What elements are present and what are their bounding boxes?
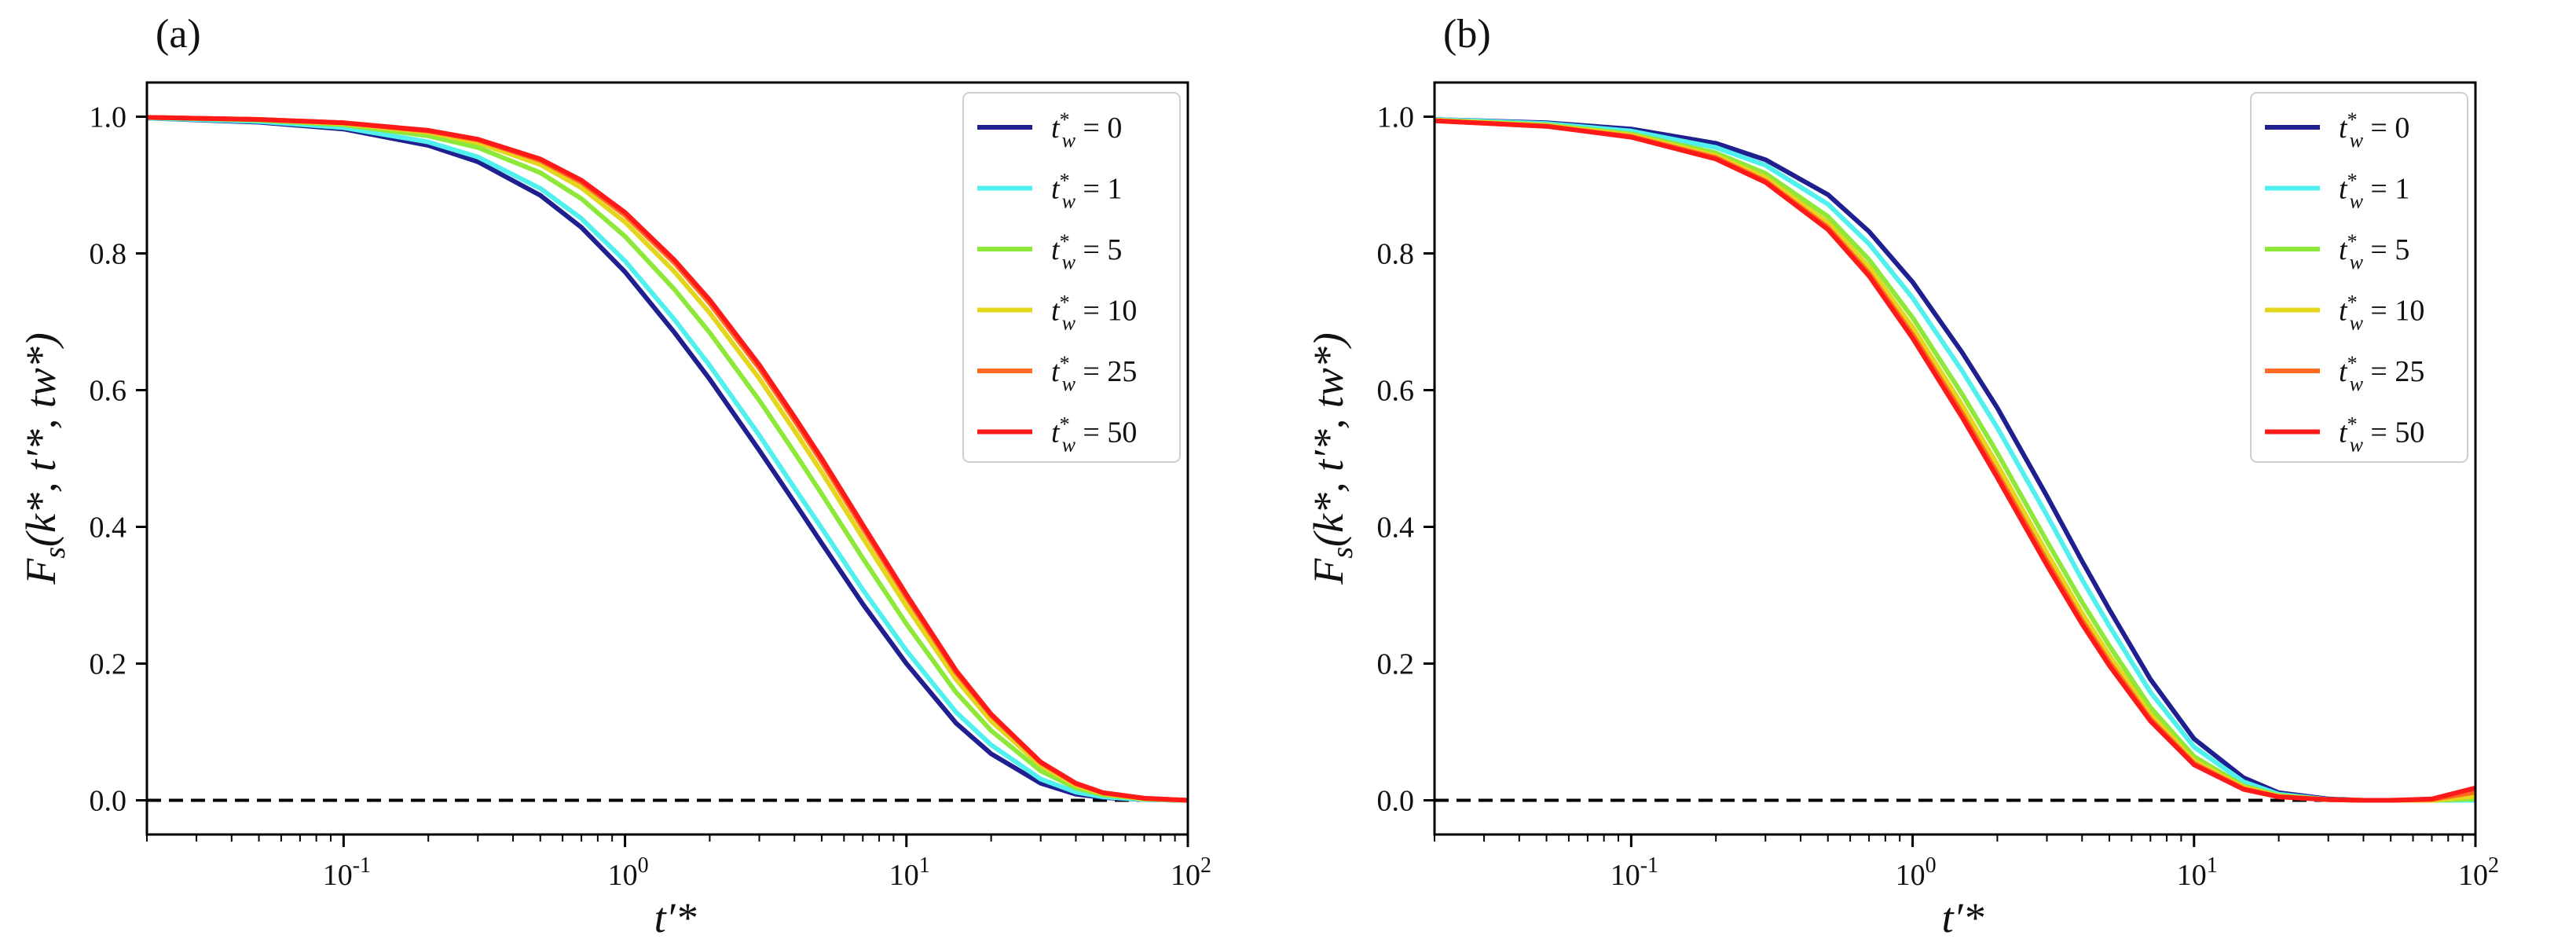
y-tick-label: 1.0	[1377, 101, 1415, 134]
panel-label: (b)	[1443, 12, 1491, 57]
legend: t* w = 0 t* w = 1 t* w = 5 t* w = 10 t* w = 25 t* w…	[2250, 92, 2468, 463]
series-line-tw-50	[147, 115, 1188, 803]
legend-label-tw-50: t* w = 50	[2339, 413, 2424, 457]
y-tick-label: 1.0	[90, 101, 127, 134]
x-tick-label: 101	[2177, 853, 2218, 892]
legend-label-tw-50: t* w = 50	[1051, 413, 1137, 457]
axes-frame	[1433, 81, 2477, 836]
y-tick-label: 0.0	[90, 785, 127, 818]
legend-label-tw-1: t* w = 1	[1051, 170, 1122, 213]
x-tick-label: 102	[2458, 853, 2499, 892]
y-tick-label: 0.6	[90, 375, 127, 408]
series-line-tw-0	[147, 116, 1188, 803]
x-tick-label: 100	[608, 853, 649, 892]
x-tick-label: 10-1	[323, 853, 371, 892]
y-tick-label: 0.2	[90, 648, 127, 681]
legend-label-tw-0: t* w = 0	[1051, 108, 1122, 152]
y-axis-title: Fs(k*, t′*, tw*)	[1305, 332, 1359, 585]
x-tick-label: 100	[1896, 853, 1937, 892]
y-tick-label: 0.4	[90, 512, 127, 545]
x-tick-label: 101	[889, 853, 930, 892]
y-tick-label: 0.2	[1377, 648, 1415, 681]
y-tick-label: 0.8	[90, 238, 127, 271]
series-line-tw-1	[147, 116, 1188, 803]
series-group	[147, 115, 1188, 803]
legend-label-tw-0: t* w = 0	[2339, 108, 2409, 152]
panel-label: (a)	[156, 12, 201, 57]
series-line-tw-50	[1435, 118, 2475, 803]
legend-label-tw-10: t* w = 10	[1051, 292, 1137, 335]
x-axis-title: t′*	[1942, 894, 1984, 941]
y-axis-title: Fs(k*, t′*, tw*)	[17, 332, 71, 585]
y-tick-label: 0.6	[1377, 375, 1415, 408]
legend-label-tw-5: t* w = 5	[1051, 230, 1122, 273]
chart-b-svg: (b) 0.0 0.2 0.4 0.6 0.8 1.0 10-1 100 101 102 t′* Fs(…	[1305, 12, 2499, 941]
series-line-tw-5	[147, 115, 1188, 803]
chart-a-svg: (a) 0.0 0.2 0.4 0.6 0.8 1.0 10-1 100 101 102 t′* Fs(…	[17, 12, 1211, 941]
axes-frame	[145, 81, 1189, 836]
x-tick-label: 102	[1171, 853, 1211, 892]
series-group	[1435, 117, 2475, 803]
y-tick-label: 0.4	[1377, 512, 1415, 545]
legend: t* w = 0 t* w = 1 t* w = 5 t* w = 10 t* w = 25 t* w…	[962, 92, 1181, 463]
legend-label-tw-5: t* w = 5	[2339, 230, 2409, 273]
legend-label-tw-1: t* w = 1	[2339, 170, 2409, 213]
legend-label-tw-25: t* w = 25	[1051, 352, 1137, 395]
x-axis-title: t′*	[654, 894, 697, 941]
legend-label-tw-10: t* w = 10	[2339, 292, 2424, 335]
chart-panel-a: (a) 0.0 0.2 0.4 0.6 0.8 1.0 10-1 100 101 102 t′* Fs(…	[0, 0, 1288, 946]
chart-panel-b: (b) 0.0 0.2 0.4 0.6 0.8 1.0 10-1 100 101 102 t′* Fs(…	[1288, 0, 2576, 946]
y-tick-label: 0.0	[1377, 785, 1415, 818]
y-tick-label: 0.8	[1377, 238, 1415, 271]
legend-label-tw-25: t* w = 25	[2339, 352, 2424, 395]
x-tick-label: 10-1	[1610, 853, 1658, 892]
